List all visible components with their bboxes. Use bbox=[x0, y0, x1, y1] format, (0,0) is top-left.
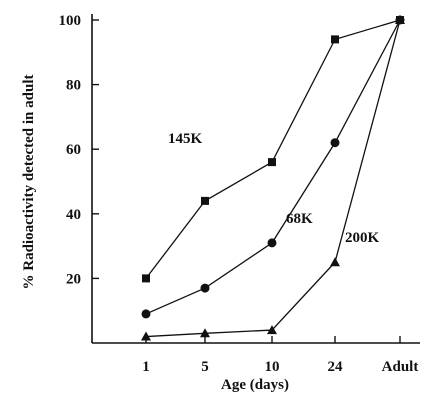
data-point-145k bbox=[331, 35, 339, 44]
x-tick-label: 24 bbox=[328, 359, 344, 375]
series-line-68k bbox=[145, 19, 401, 315]
series-labels: 145K 68K 200K bbox=[168, 131, 380, 246]
data-point-200k bbox=[395, 15, 405, 24]
data-point-68k bbox=[141, 309, 151, 319]
y-tick-label: 100 bbox=[59, 13, 82, 29]
data-point-145k bbox=[201, 196, 209, 205]
data-point-200k bbox=[200, 328, 210, 338]
y-tick-label: 40 bbox=[66, 207, 81, 223]
data-point-145k bbox=[268, 158, 276, 167]
y-tick-label: 20 bbox=[66, 271, 81, 287]
x-tick-label: Adult bbox=[382, 359, 419, 375]
data-point-68k bbox=[267, 238, 277, 248]
axes bbox=[91, 14, 420, 344]
y-tick-label: 80 bbox=[66, 78, 81, 94]
x-tick-label: 5 bbox=[201, 359, 209, 375]
series-label-68k: 68K bbox=[286, 211, 313, 227]
y-axis-title: % Radioactivity detected in adult bbox=[21, 75, 37, 290]
data-point-200k bbox=[141, 331, 151, 341]
data-point-68k bbox=[200, 283, 210, 293]
x-axis-title: Age (days) bbox=[221, 377, 289, 393]
series-line-200k bbox=[145, 19, 401, 338]
series-label-200k: 200K bbox=[345, 230, 380, 246]
data-point-68k bbox=[330, 138, 340, 148]
series-label-145k: 145K bbox=[168, 131, 203, 147]
data-point-145k bbox=[142, 274, 150, 283]
x-tick-label: 1 bbox=[142, 359, 150, 375]
x-ticks: 1 5 10 24 Adult bbox=[142, 336, 418, 375]
series-layer bbox=[141, 15, 405, 341]
data-point-200k bbox=[267, 325, 277, 335]
y-tick-label: 60 bbox=[66, 142, 81, 158]
x-tick-label: 10 bbox=[265, 359, 280, 375]
y-ticks: 20 40 60 80 100 bbox=[59, 13, 99, 287]
data-point-200k bbox=[330, 257, 340, 267]
